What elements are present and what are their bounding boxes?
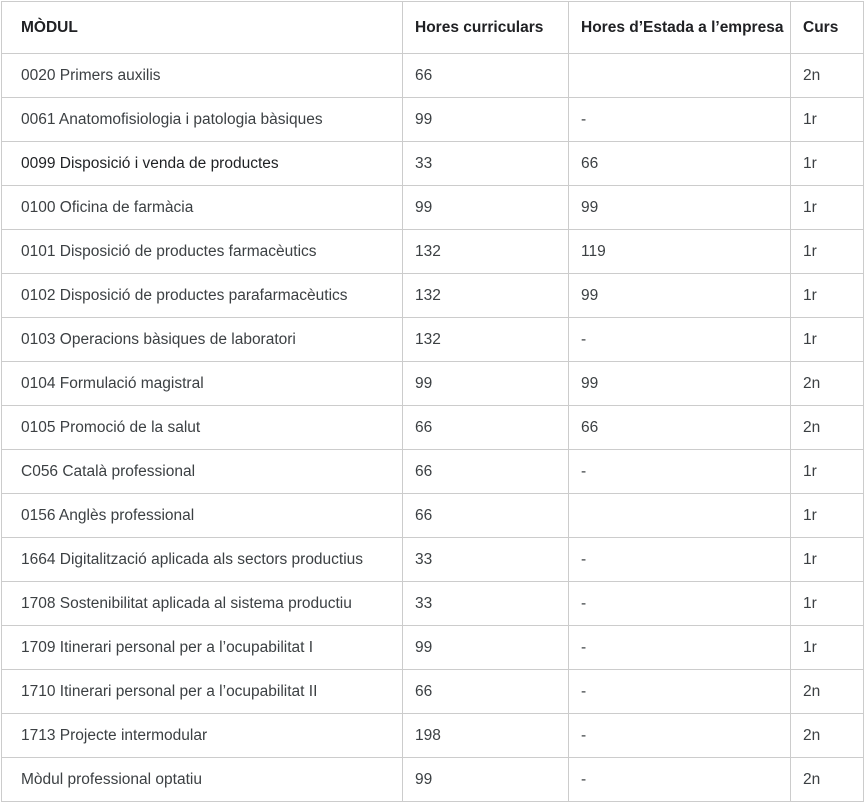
table-row: 0104 Formulació magistral 99 99 2n: [1, 361, 864, 406]
table-row: Mòdul professional optatiu 99-2n: [1, 757, 864, 802]
course-cell: 1r: [790, 449, 864, 494]
company-hours-cell: -: [568, 581, 791, 626]
course-cell: 1r: [790, 537, 864, 582]
company-hours-cell: -: [568, 97, 791, 142]
table-row: 0105 Promoció de la salut 66 66 2n: [1, 405, 864, 450]
table-row: 0156 Anglès professional 66 1r: [1, 493, 864, 538]
company-hours-cell: 99: [568, 361, 791, 406]
module-cell: 1708 Sostenibilitat aplicada al sistema …: [1, 581, 403, 626]
curricular-hours-cell: 99: [402, 757, 569, 802]
module-cell: 1709 Itinerari personal per a l’ocupabil…: [1, 625, 403, 670]
table-row: 0099 Disposició i venda de productes 33 66…: [1, 141, 864, 186]
company-hours-cell: -: [568, 757, 791, 802]
course-cell: 2n: [790, 405, 864, 450]
curricular-hours-cell: 66: [402, 405, 569, 450]
module-cell: 0020 Primers auxilis: [1, 53, 403, 98]
company-hours-cell: 119: [568, 229, 791, 274]
course-cell: 1r: [790, 581, 864, 626]
course-cell: 2n: [790, 713, 864, 758]
header-row: MÒDUL Hores curriculars Hores d’Estada a…: [1, 1, 864, 54]
table-body: 0020 Primers auxilis 66 2n 0061 Anatomofisi…: [1, 53, 864, 802]
table-row: 1713 Projecte intermodular 198-2n: [1, 713, 864, 758]
company-hours-cell: -: [568, 669, 791, 714]
table-row: 1710 Itinerari personal per a l’ocupabil…: [1, 669, 864, 714]
column-header-modul: MÒDUL: [1, 1, 403, 54]
module-cell: 0105 Promoció de la salut: [1, 405, 403, 450]
module-cell: 0101 Disposició de productes farmacèutic…: [1, 229, 403, 274]
curricular-hours-cell: 132: [402, 317, 569, 362]
module-cell: 1710 Itinerari personal per a l’ocupabil…: [1, 669, 403, 714]
table-row: 0061 Anatomofisiologia i patologia bàsiq…: [1, 97, 864, 142]
table-row: 1709 Itinerari personal per a l’ocupabil…: [1, 625, 864, 670]
company-hours-cell: 99: [568, 273, 791, 318]
table-row: 0102 Disposició de productes parafarmacè…: [1, 273, 864, 318]
course-cell: 1r: [790, 273, 864, 318]
course-cell: 1r: [790, 97, 864, 142]
table-header: MÒDUL Hores curriculars Hores d’Estada a…: [1, 1, 864, 54]
course-cell: 2n: [790, 757, 864, 802]
module-cell: 0099 Disposició i venda de productes: [1, 141, 403, 186]
curricular-hours-cell: 198: [402, 713, 569, 758]
table-row: 1708 Sostenibilitat aplicada al sistema …: [1, 581, 864, 626]
column-header-hores-estada: Hores d’Estada a l’empresa: [568, 1, 791, 54]
module-cell: C056 Català professional: [1, 449, 403, 494]
course-cell: 2n: [790, 669, 864, 714]
company-hours-cell: [568, 493, 791, 538]
curricular-hours-cell: 99: [402, 97, 569, 142]
curricular-hours-cell: 33: [402, 581, 569, 626]
curricular-hours-cell: 66: [402, 53, 569, 98]
company-hours-cell: 66: [568, 141, 791, 186]
column-header-hores-curriculars: Hores curriculars: [402, 1, 569, 54]
company-hours-cell: -: [568, 537, 791, 582]
curricular-hours-cell: 99: [402, 625, 569, 670]
company-hours-cell: -: [568, 317, 791, 362]
company-hours-cell: 99: [568, 185, 791, 230]
curricular-hours-cell: 132: [402, 273, 569, 318]
module-cell: 0156 Anglès professional: [1, 493, 403, 538]
company-hours-cell: -: [568, 625, 791, 670]
curricular-hours-cell: 66: [402, 493, 569, 538]
course-cell: 1r: [790, 141, 864, 186]
module-cell: 0103 Operacions bàsiques de laboratori: [1, 317, 403, 362]
curricular-hours-cell: 99: [402, 185, 569, 230]
course-cell: 1r: [790, 625, 864, 670]
table-row: 0101 Disposició de productes farmacèutic…: [1, 229, 864, 274]
module-cell: 1664 Digitalització aplicada als sectors…: [1, 537, 403, 582]
course-cell: 2n: [790, 361, 864, 406]
table-row: C056 Català professional 66-1r: [1, 449, 864, 494]
course-cell: 1r: [790, 317, 864, 362]
table-row: 0020 Primers auxilis 66 2n: [1, 53, 864, 98]
course-cell: 1r: [790, 493, 864, 538]
company-hours-cell: [568, 53, 791, 98]
curricular-hours-cell: 33: [402, 537, 569, 582]
module-cell: 0102 Disposició de productes parafarmacè…: [1, 273, 403, 318]
company-hours-cell: -: [568, 713, 791, 758]
curricular-hours-cell: 99: [402, 361, 569, 406]
table-row: 1664 Digitalització aplicada als sectors…: [1, 537, 864, 582]
course-cell: 1r: [790, 185, 864, 230]
curricular-hours-cell: 66: [402, 449, 569, 494]
module-cell: 0100 Oficina de farmàcia: [1, 185, 403, 230]
curricular-hours-cell: 66: [402, 669, 569, 714]
module-cell: 0061 Anatomofisiologia i patologia bàsiq…: [1, 97, 403, 142]
course-cell: 2n: [790, 53, 864, 98]
course-cell: 1r: [790, 229, 864, 274]
module-cell: 1713 Projecte intermodular: [1, 713, 403, 758]
table-row: 0100 Oficina de farmàcia 99 99 1r: [1, 185, 864, 230]
curricular-hours-cell: 33: [402, 141, 569, 186]
company-hours-cell: 66: [568, 405, 791, 450]
curricular-hours-cell: 132: [402, 229, 569, 274]
module-cell: Mòdul professional optatiu: [1, 757, 403, 802]
module-cell: 0104 Formulació magistral: [1, 361, 403, 406]
company-hours-cell: -: [568, 449, 791, 494]
table-row: 0103 Operacions bàsiques de laboratori 13…: [1, 317, 864, 362]
column-header-curs: Curs: [790, 1, 864, 54]
